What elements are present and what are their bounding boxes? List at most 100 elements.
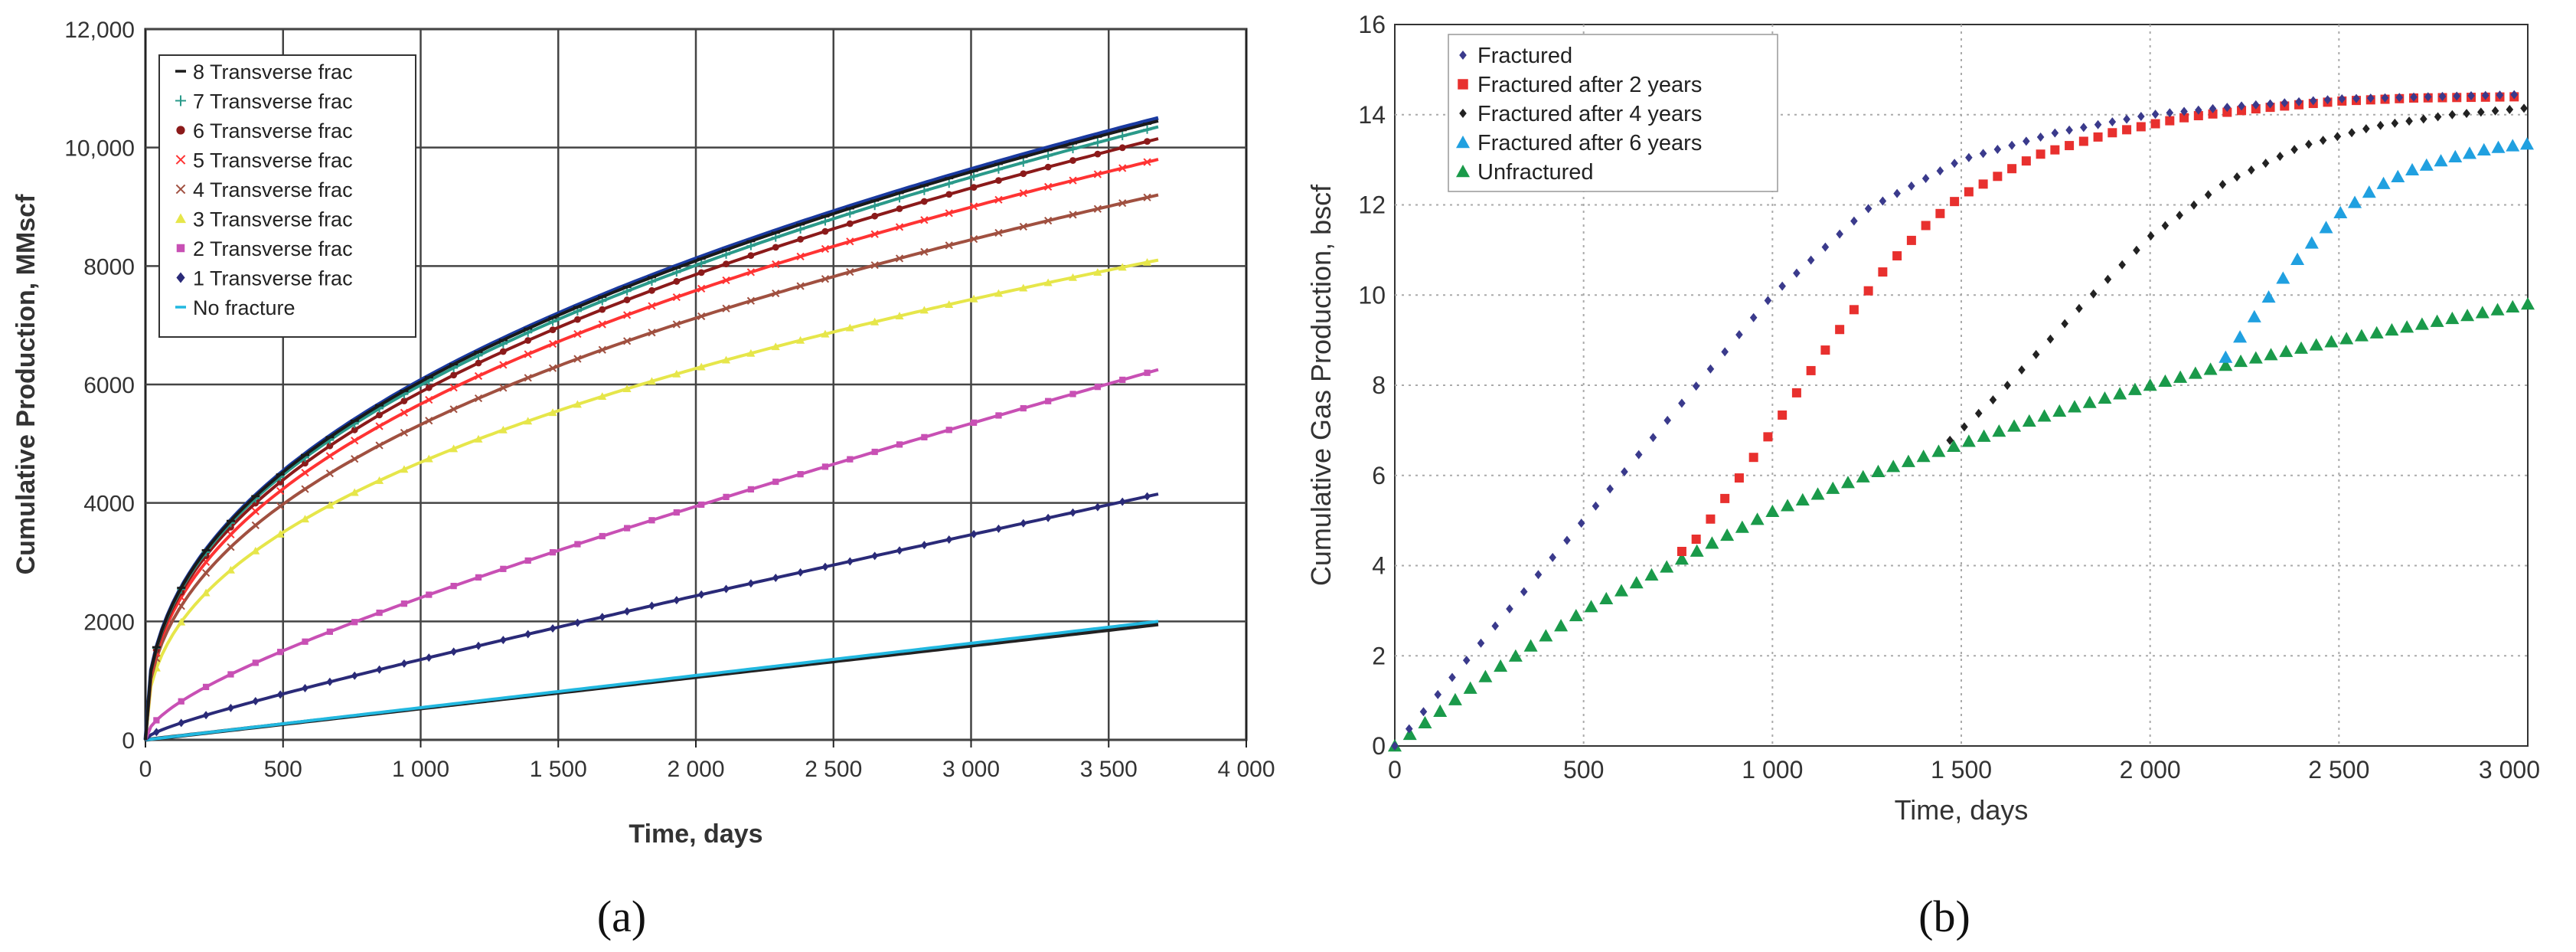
chart-b-data-point <box>2348 128 2356 138</box>
chart-a-legend-label: 4 Transverse frac <box>193 178 353 201</box>
chart-b-data-point <box>2080 123 2088 132</box>
chart-a-data-point <box>697 362 706 371</box>
chart-a-y-tick-label: 8000 <box>83 254 135 280</box>
chart-a-data-point <box>1069 273 1078 281</box>
chart-b-data-point <box>1477 638 1485 648</box>
chart-a-data-point <box>1069 145 1078 154</box>
chart-b-data-point <box>2218 358 2233 371</box>
chart-a-data-point <box>771 233 780 242</box>
chart-b-data-point <box>2234 354 2248 368</box>
chart-b-data-point <box>2179 113 2189 123</box>
chart-b-data-point <box>1893 188 1901 198</box>
chart-b-data-point <box>2348 195 2362 208</box>
chart-a-data-point <box>1143 125 1152 134</box>
chart-a-data-point <box>698 501 705 509</box>
chart-b-data-point <box>2238 101 2245 111</box>
chart-b-data-point <box>1634 450 1643 460</box>
chart-b-data-point <box>1735 330 1743 340</box>
chart-a-data-point <box>921 433 928 440</box>
chart-a-data-point <box>870 230 879 238</box>
chart-a-data-point <box>895 254 904 263</box>
chart-b-data-point <box>2276 152 2284 162</box>
chart-a-legend-marker <box>175 155 186 165</box>
chart-a-data-point <box>201 568 211 577</box>
chart-a-data-point <box>821 329 830 338</box>
chart-b-data-point <box>2381 93 2389 103</box>
chart-a-data-point <box>1143 193 1151 201</box>
chart-b-data-point <box>2123 114 2130 124</box>
chart-b-legend-marker <box>1459 51 1467 60</box>
chart-b-data-point <box>1584 600 1598 613</box>
chart-a-data-point <box>969 202 978 211</box>
chart-b-data-point <box>1705 536 1719 549</box>
chart-a-data-point <box>1069 630 1078 633</box>
chart-b-data-point <box>2008 140 2016 150</box>
chart-b-data-point <box>1778 410 1788 420</box>
chart-a-data-point <box>648 329 656 337</box>
chart-b-data-point <box>1921 173 1930 183</box>
chart-a-legend-marker <box>175 70 186 73</box>
chart-a-data-point <box>177 734 186 737</box>
chart-b-data-point <box>2233 330 2248 343</box>
chart-a-data-point <box>548 339 557 348</box>
chart-b-data-point <box>2506 299 2520 312</box>
chart-a-data-point <box>574 316 581 323</box>
chart-a-data-point <box>350 714 359 717</box>
chart-b-data-point <box>1629 576 1644 589</box>
chart-b-data-point <box>1781 499 1795 512</box>
chart-a-data-point <box>821 215 830 218</box>
chart-a-data-point <box>969 642 978 644</box>
chart-a-data-point <box>772 574 779 583</box>
chart-b-data-point <box>1660 560 1674 573</box>
chart-a-data-point <box>475 574 482 581</box>
chart-b-data-point <box>1720 528 1735 541</box>
chart-a-data-point <box>1020 170 1027 178</box>
chart-a-data-point <box>573 400 582 408</box>
chart-a-data-point <box>449 702 459 705</box>
chart-b-data-point <box>2166 108 2174 118</box>
chart-a-data-point <box>919 184 929 187</box>
chart-a-data-point <box>920 216 929 224</box>
chart-a-data-point <box>548 364 557 372</box>
chart-a-data-point <box>796 282 805 290</box>
chart-b-data-point <box>2032 349 2040 359</box>
chart-b-legend-marker <box>1456 136 1470 149</box>
chart-a-data-point <box>325 717 335 720</box>
chart-b-data-point <box>2133 245 2140 255</box>
chart-a-data-point <box>474 434 483 443</box>
chart-b-legend-label: Unfractured <box>1477 160 1594 185</box>
chart-b-data-point <box>1950 197 1960 207</box>
chart-b-x-tick-label: 2 500 <box>2308 756 2369 784</box>
chart-a-data-point <box>870 653 880 656</box>
chart-a-data-point <box>895 194 904 203</box>
chart-a-data-point <box>277 649 284 656</box>
chart-a-data-point <box>995 412 1002 419</box>
chart-a-data-point <box>1118 132 1127 141</box>
chart-b-data-point <box>1849 305 1859 315</box>
chart-b-data-point <box>1964 187 1974 197</box>
chart-b-data-point <box>1520 587 1528 597</box>
chart-a-data-point <box>450 582 457 590</box>
chart-b-data-point <box>1506 604 1513 614</box>
chart-b-data-point <box>2305 139 2313 149</box>
chart-b-x-tick-label: 1 000 <box>1742 756 1803 784</box>
chart-a-data-point <box>400 428 409 437</box>
chart-b-data-point <box>1599 591 1614 605</box>
chart-b-data-point <box>2362 185 2376 198</box>
chart-b-data-point <box>2323 95 2332 105</box>
chart-b-data-point <box>2075 303 2083 313</box>
chart-b-data-point <box>2222 107 2232 117</box>
chart-a-data-point <box>1093 268 1102 276</box>
chart-b-data-point <box>2137 112 2145 122</box>
chart-b-data-point <box>1871 464 1885 478</box>
chart-b-data-point <box>2463 146 2477 159</box>
chart-a-y-tick-label: 6000 <box>83 373 135 398</box>
chart-b-data-point <box>1508 649 1523 662</box>
chart-b-data-point <box>2496 90 2504 100</box>
chart-b-data-point <box>1478 669 1493 682</box>
chart-b-data-point <box>2036 132 2045 142</box>
chart-a-data-point <box>178 718 185 728</box>
chart-a-data-point <box>226 519 235 522</box>
panel-label-b: (b) <box>1918 891 1970 941</box>
